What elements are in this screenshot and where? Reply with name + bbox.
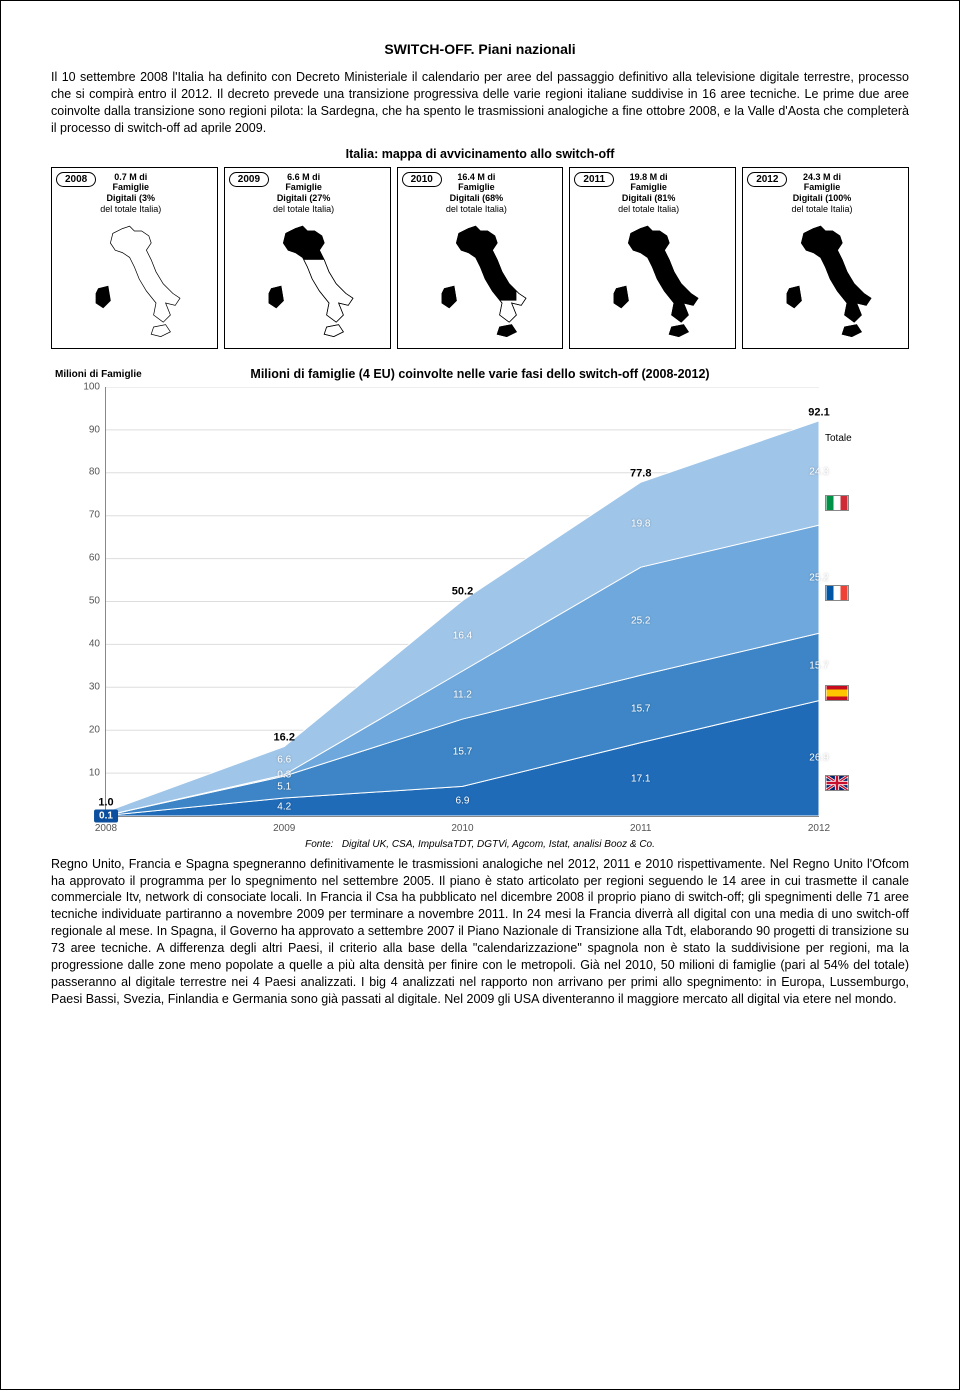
total-marker: 16.2 [274, 732, 295, 744]
area-chart: Totale 010203040506070809010020082009201… [105, 387, 819, 817]
map-cell-2012: 2012 24.3 M di Famiglie Digitali (100% d… [742, 167, 909, 349]
total-marker: 92.1 [808, 406, 829, 418]
x-tick-label: 2009 [273, 823, 295, 834]
legend-item-italy [825, 495, 849, 511]
source-label: Fonte: [305, 839, 333, 850]
page-title: SWITCH-OFF. Piani nazionali [51, 41, 909, 57]
map-cell-2011: 2011 19.8 M di Famiglie Digitali (81% de… [569, 167, 736, 349]
map-title: Italia: mappa di avvicinamento allo swit… [51, 147, 909, 161]
y-tick-label: 80 [52, 467, 100, 478]
map-label: 0.7 M di Famiglie Digitali (3% del total… [100, 172, 161, 215]
segment-label: 16.4 [453, 630, 472, 641]
segment-label: 15.7 [453, 747, 472, 758]
y-axis-title: Milioni di Famiglie [55, 369, 142, 380]
year-badge: 2008 [56, 172, 96, 187]
year-badge: 2012 [747, 172, 787, 187]
segment-label: 25.2 [631, 615, 650, 626]
y-tick-label: 100 [52, 381, 100, 392]
y-tick-label: 60 [52, 553, 100, 564]
italy-map-icon [402, 219, 559, 339]
x-tick-label: 2011 [630, 823, 652, 834]
segment-label: 0.3 [277, 769, 291, 780]
legend-item-uk [825, 775, 849, 791]
origin-marker: 0.1 [94, 809, 118, 822]
document-page: SWITCH-OFF. Piani nazionali Il 10 settem… [0, 0, 960, 1390]
legend-item-spain [825, 685, 849, 701]
italy-map-icon [56, 219, 213, 339]
y-tick-label: 20 [52, 724, 100, 735]
map-label: 6.6 M di Famiglie Digitali (27% del tota… [273, 172, 334, 215]
segment-label: 6.6 [277, 754, 291, 765]
source-text: Digital UK, CSA, ImpulsaTDT, DGTVi, Agco… [342, 839, 655, 850]
y-tick-label: 30 [52, 681, 100, 692]
chart-source: Fonte: Digital UK, CSA, ImpulsaTDT, DGTV… [51, 839, 909, 850]
body-paragraph-2: Regno Unito, Francia e Spagna spegnerann… [51, 856, 909, 1008]
segment-label: 17.1 [631, 774, 650, 785]
segment-label: 15.7 [809, 661, 828, 672]
y-tick-label: 90 [52, 424, 100, 435]
map-cell-2010: 2010 16.4 M di Famiglie Digitali (68% de… [397, 167, 564, 349]
x-tick-label: 2010 [451, 823, 473, 834]
y-tick-label: 0 [52, 810, 100, 821]
map-cell-2008: 2008 0.7 M di Famiglie Digitali (3% del … [51, 167, 218, 349]
y-tick-label: 10 [52, 767, 100, 778]
legend-item-totale: Totale [825, 433, 852, 444]
segment-label: 19.8 [631, 519, 650, 530]
legend-item-france [825, 585, 849, 601]
segment-label: 5.1 [277, 781, 291, 792]
map-label: 16.4 M di Famiglie Digitali (68% del tot… [446, 172, 507, 215]
y-tick-label: 50 [52, 596, 100, 607]
x-tick-label: 2008 [95, 823, 117, 834]
year-badge: 2011 [574, 172, 614, 187]
map-row: 2008 0.7 M di Famiglie Digitali (3% del … [51, 167, 909, 349]
segment-label: 4.2 [277, 801, 291, 812]
segment-label: 15.7 [631, 703, 650, 714]
year-badge: 2010 [402, 172, 442, 187]
total-marker: 77.8 [630, 468, 651, 480]
x-tick-label: 2012 [808, 823, 830, 834]
y-tick-label: 40 [52, 639, 100, 650]
total-marker: 1.0 [98, 797, 113, 809]
map-cell-2009: 2009 6.6 M di Famiglie Digitali (27% del… [224, 167, 391, 349]
year-badge: 2009 [229, 172, 269, 187]
map-label: 19.8 M di Famiglie Digitali (81% del tot… [618, 172, 679, 215]
intro-paragraph: Il 10 settembre 2008 l'Italia ha definit… [51, 69, 909, 137]
italy-map-icon [747, 219, 904, 339]
total-marker: 50.2 [452, 586, 473, 598]
segment-label: 11.2 [453, 689, 472, 700]
italy-map-icon [229, 219, 386, 339]
segment-label: 25.2 [809, 573, 828, 584]
map-label: 24.3 M di Famiglie Digitali (100% del to… [791, 172, 852, 215]
legend-totale-label: Totale [825, 433, 852, 444]
italy-map-icon [574, 219, 731, 339]
segment-label: 6.9 [456, 795, 470, 806]
y-tick-label: 70 [52, 510, 100, 521]
area-chart-title: Milioni di famiglie (4 EU) coinvolte nel… [51, 367, 909, 381]
segment-label: 26.9 [809, 753, 828, 764]
segment-label: 24.3 [809, 467, 828, 478]
